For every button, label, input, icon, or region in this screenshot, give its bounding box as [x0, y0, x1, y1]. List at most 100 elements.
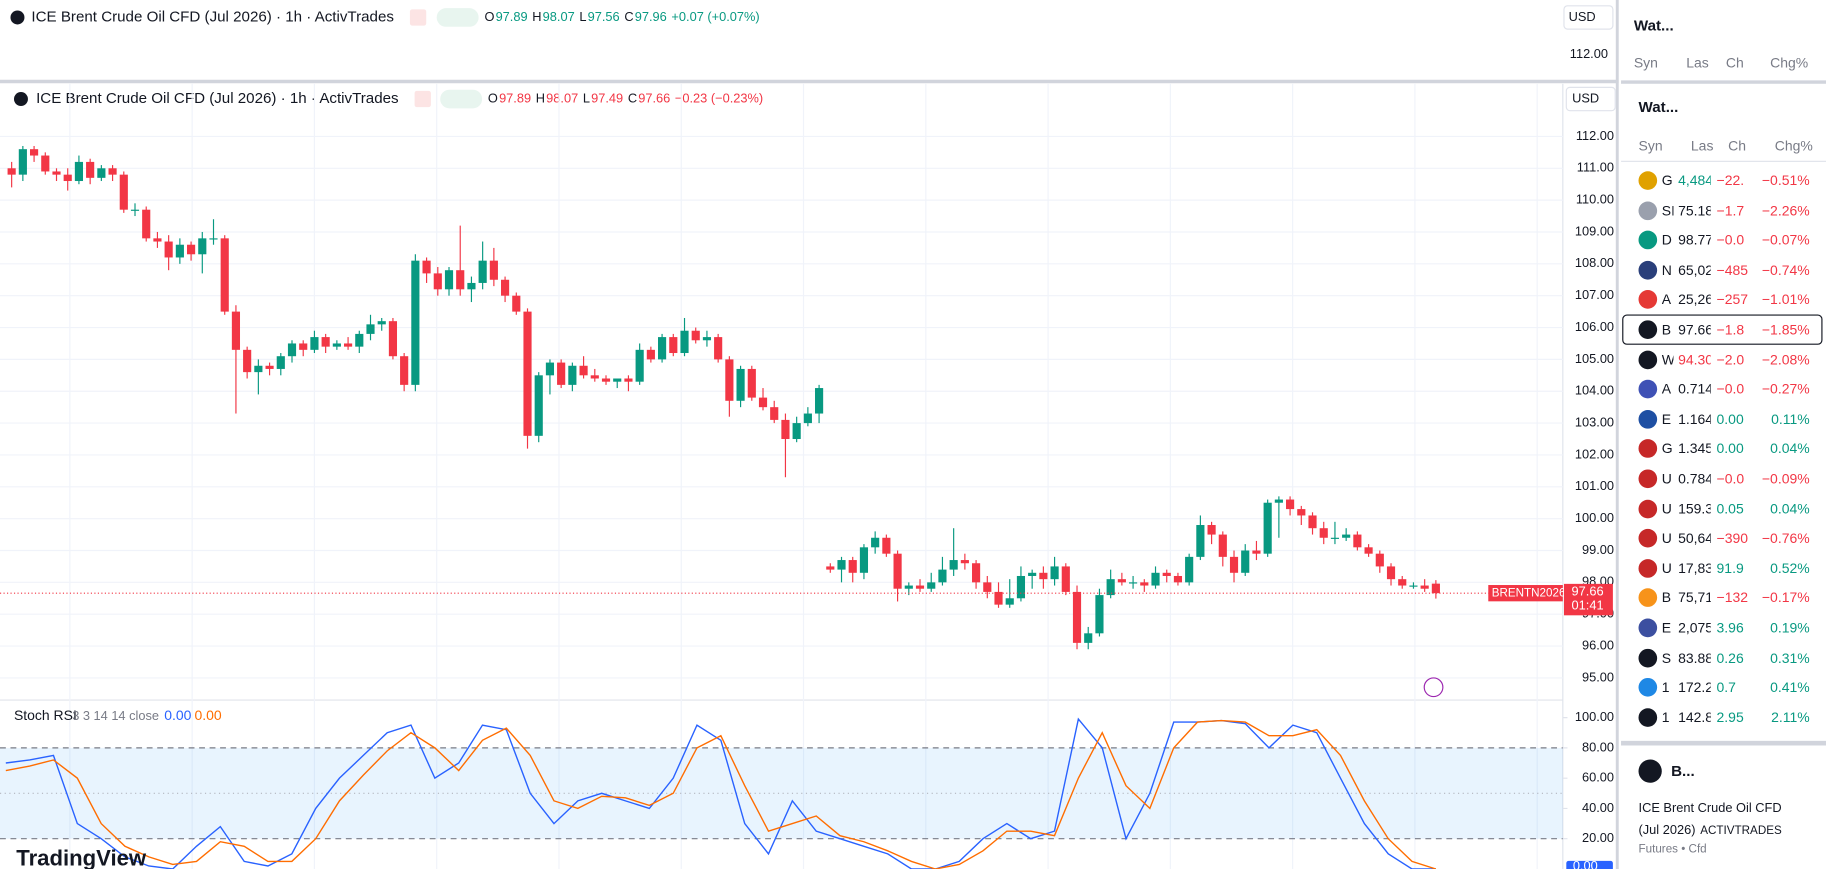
- symbol: N: [1661, 261, 1672, 279]
- candle-body: [1375, 553, 1384, 567]
- watchlist-row[interactable]: G 1.345 0.00 0.04%: [1623, 435, 1821, 463]
- last: 97.66: [1678, 321, 1711, 338]
- candle-body: [960, 560, 969, 564]
- candle-body: [1016, 575, 1026, 599]
- stoch-params: 3 3 14 14 close: [72, 708, 159, 723]
- candle-body: [983, 582, 992, 592]
- symbol-icon: [13, 92, 28, 107]
- column[interactable]: Chg%: [1770, 54, 1809, 72]
- candle-body: [198, 238, 207, 255]
- candle-body: [7, 168, 16, 175]
- currency-button[interactable]: [1565, 86, 1616, 112]
- change: 0.26: [1716, 649, 1744, 666]
- candle-body: [601, 378, 611, 382]
- column[interactable]: Ch: [1725, 54, 1744, 72]
- candle-body: [837, 560, 846, 570]
- grid: 95.0096.0097.0098.0099.00100.00101.00102…: [0, 83, 1614, 869]
- last: 94.30: [1678, 351, 1711, 368]
- watchlist-row[interactable]: D 98.77 −0.0 −0.07%: [1623, 226, 1821, 254]
- candle-body: [332, 343, 341, 347]
- watchlist-row[interactable]: U 159.3 0.05 0.04%: [1623, 495, 1821, 523]
- y-tick-label: 100.00: [1575, 510, 1614, 525]
- watchlist-row[interactable]: U 50,64 −390 −0.76%: [1623, 524, 1821, 552]
- details-exchange[interactable]: ACTIVTRADES: [1700, 824, 1782, 838]
- candle-body: [1364, 547, 1373, 554]
- ohlc-value: 97.89: [496, 9, 528, 24]
- column[interactable]: Syn: [1638, 137, 1663, 154]
- price-tag-value: 97.66: [1572, 583, 1604, 598]
- status-pill[interactable]: [440, 89, 483, 109]
- symbol: 1: [1661, 709, 1670, 726]
- watchlist-title[interactable]: Wat...: [1638, 97, 1679, 116]
- y-tick-label: 80.00: [1582, 739, 1614, 754]
- watchlist-row[interactable]: U 0.784 −0.0 −0.09%: [1623, 465, 1821, 493]
- candle-body: [1286, 499, 1295, 510]
- watchlist-row[interactable]: B 75,71 −132 −0.17%: [1623, 584, 1821, 612]
- chart-area: ICE Brent Crude Oil CFD (Jul 2026) · 1h …: [0, 0, 1619, 869]
- candle-body: [1061, 566, 1070, 592]
- watchlist-row[interactable]: SI75.18 −1.7 −2.26%: [1623, 196, 1821, 224]
- symbol-icon: [1638, 588, 1658, 608]
- candle-body: [501, 279, 510, 296]
- watchlist-row[interactable]: U 17,83 91.9 0.52%: [1623, 554, 1821, 582]
- stoch-tag: [1566, 860, 1613, 869]
- column[interactable]: Ch: [1728, 137, 1747, 154]
- watchlist-row[interactable]: A 0.714 −0.0 −0.27%: [1623, 375, 1821, 403]
- status-pill[interactable]: [436, 8, 479, 27]
- flag[interactable]: [409, 9, 427, 26]
- brand: TradingView: [16, 846, 147, 869]
- symbol-icon: [1638, 618, 1658, 638]
- candle-body: [1353, 534, 1362, 548]
- candle-body: [1117, 579, 1126, 583]
- watchlist-row[interactable]: E 1.164 0.00 0.11%: [1623, 405, 1821, 433]
- divider: [1621, 80, 1826, 84]
- change: −22.: [1716, 172, 1745, 189]
- event-icon[interactable]: [1423, 677, 1444, 698]
- symbol: B: [1661, 589, 1672, 607]
- y-tick-label: 96.00: [1582, 637, 1614, 652]
- candle-body: [736, 368, 745, 401]
- ohlc-value: 98.07: [543, 9, 575, 24]
- change: −257: [1716, 291, 1749, 308]
- candle-body: [18, 149, 27, 175]
- column[interactable]: Las: [1690, 137, 1714, 154]
- column[interactable]: Syn: [1633, 54, 1658, 72]
- candle-body: [557, 362, 566, 385]
- watchlist-row[interactable]: A 25,26 −257 −1.01%: [1623, 286, 1821, 314]
- watchlist-row[interactable]: E 2,075 3.96 0.19%: [1623, 614, 1821, 642]
- candle-body: [1095, 595, 1104, 634]
- watchlist-row[interactable]: S 83.88 0.26 0.31%: [1623, 644, 1821, 672]
- watchlist-row[interactable]: B 97.66 −1.8 −1.85%: [1622, 314, 1823, 345]
- change: 91.9: [1716, 560, 1744, 577]
- change-pct: 0.41%: [1770, 679, 1810, 696]
- candle-body: [725, 359, 734, 401]
- candle-body: [523, 311, 532, 436]
- change-pct: −0.17%: [1761, 589, 1810, 607]
- currency[interactable]: USD: [1569, 9, 1596, 24]
- candle-body: [1297, 509, 1306, 516]
- column[interactable]: Las: [1686, 54, 1709, 72]
- column[interactable]: Chg%: [1774, 137, 1813, 154]
- watchlist-row[interactable]: N 65,02 −485 −0.74%: [1623, 256, 1821, 284]
- candle-body: [781, 419, 790, 440]
- watchlist-row[interactable]: 1 142.8 2.95 2.11%: [1623, 703, 1821, 731]
- details-symbol[interactable]: B...: [1671, 761, 1695, 780]
- watchlist-row[interactable]: W94.30 −2.0 −2.08%: [1623, 345, 1821, 373]
- symbol-icon: [1638, 499, 1658, 518]
- change-pct: −2.08%: [1761, 351, 1810, 368]
- candle-body: [1398, 579, 1407, 586]
- watchlist-title[interactable]: Wat...: [1633, 16, 1674, 34]
- watchlist-row[interactable]: 1 172.2 0.7 0.41%: [1623, 674, 1821, 702]
- last: 65,02: [1678, 261, 1711, 279]
- flag[interactable]: [414, 90, 431, 108]
- currency[interactable]: USD: [1572, 90, 1599, 105]
- watchlist-row[interactable]: G 4,484 −22. −0.51%: [1623, 167, 1821, 195]
- candle-body: [108, 168, 117, 175]
- symbol-icon: [1638, 320, 1658, 339]
- top-title: ICE Brent Crude Oil CFD (Jul 2026) · 1h …: [31, 8, 394, 25]
- y-tick-label: 108.00: [1575, 255, 1614, 270]
- candle-body: [1207, 525, 1216, 535]
- last: 75.18: [1678, 202, 1711, 219]
- currency-button[interactable]: [1563, 5, 1614, 30]
